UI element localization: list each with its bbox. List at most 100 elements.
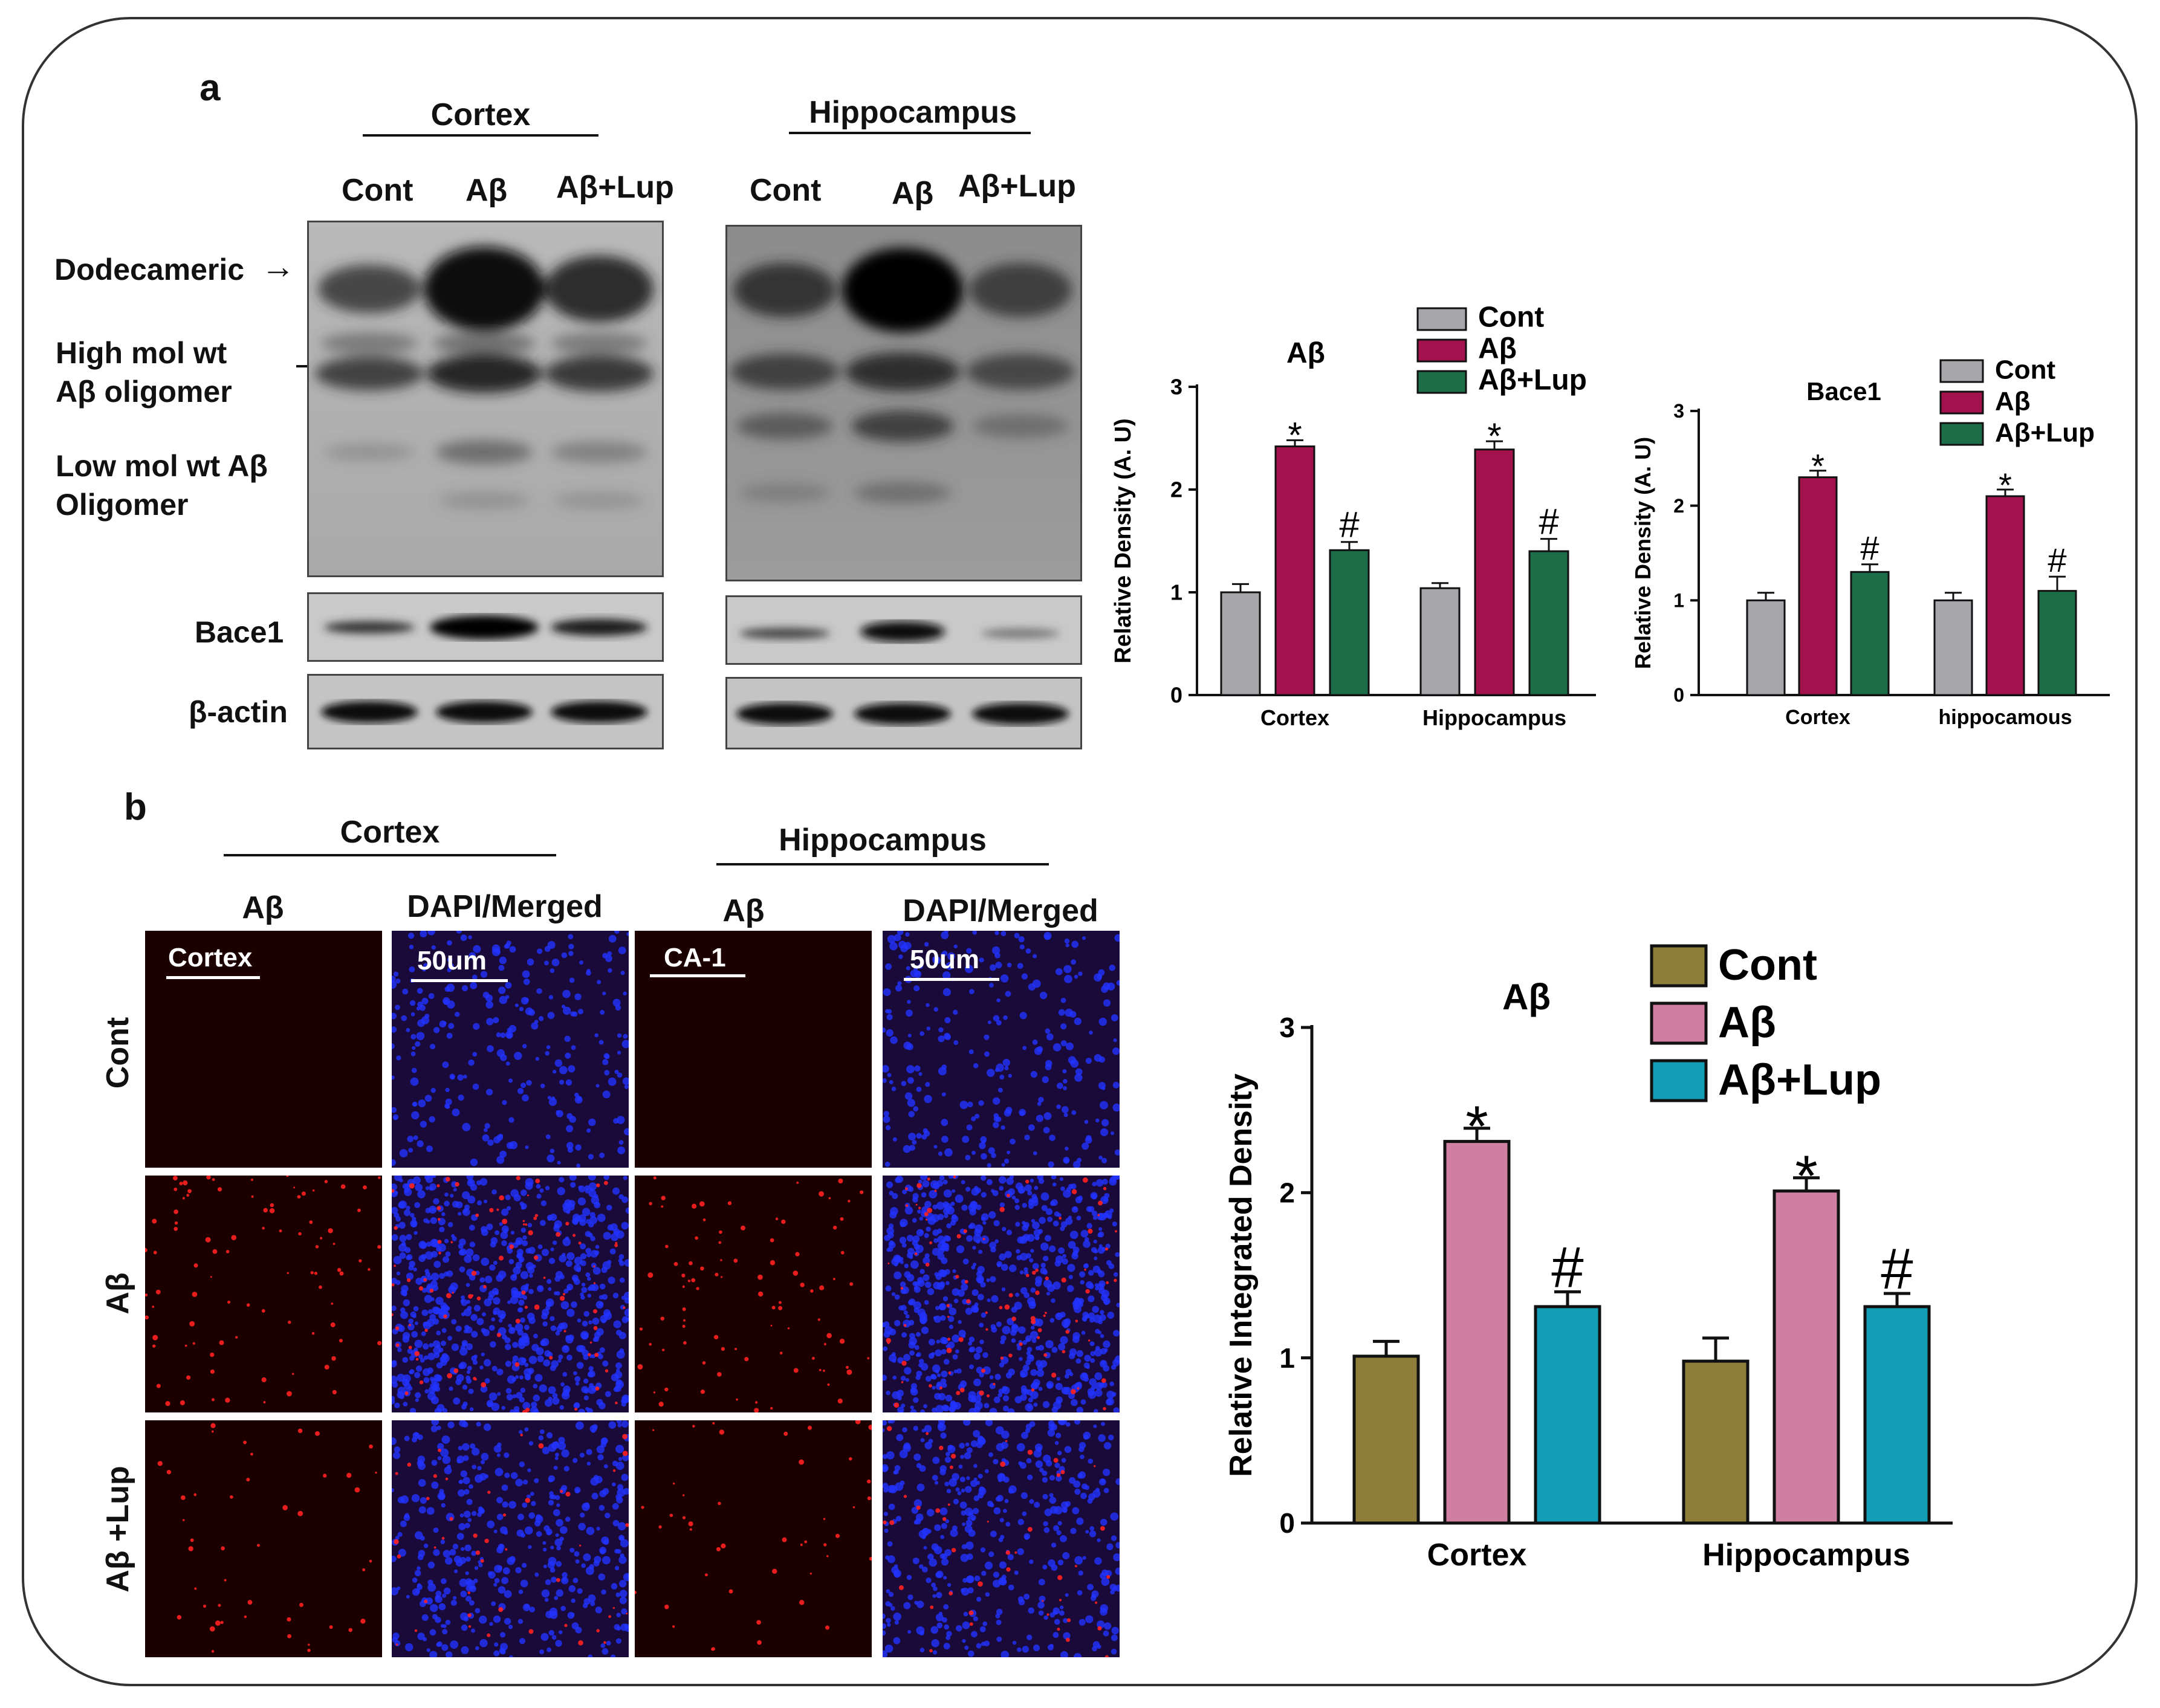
panel-a-letter: a <box>199 67 221 109</box>
cortex-bace1-blot <box>307 592 664 662</box>
micrograph-r0-c2 <box>635 931 872 1168</box>
x-category-label: Cortex <box>1260 705 1329 730</box>
micrograph-r1-c0 <box>145 1176 382 1412</box>
significance-mark: # <box>1339 505 1360 545</box>
significance-mark: # <box>1551 1235 1583 1299</box>
legend-swatch-2 <box>1416 370 1467 394</box>
significance-mark: # <box>1881 1237 1913 1301</box>
band-label-low-mol-wt: Low mol wt Aβ <box>56 449 268 483</box>
scale-label-cortex: Cortex <box>168 943 253 972</box>
scale-label-50um-1: 50um <box>417 946 487 975</box>
bar-0-1 <box>1798 476 1838 696</box>
cortex-actin-blot <box>307 674 664 749</box>
col-label-dapi-cortex: DAPI/Merged <box>407 889 603 924</box>
hippocampus-actin-blot <box>725 677 1082 749</box>
y-axis-label: Relative Density (A. U) <box>1111 418 1136 663</box>
legend-swatch-2 <box>1939 422 1984 446</box>
cortex-oligomer-blot <box>307 221 664 577</box>
micrograph-r0-c1 <box>392 931 629 1168</box>
legend-label-2: Aβ+Lup <box>1478 364 1587 396</box>
bar-0-1 <box>1443 1140 1511 1525</box>
micrograph-r1-c3 <box>883 1176 1120 1412</box>
bar-0-0 <box>1352 1354 1420 1525</box>
chart-abeta-integrated-density: Aβ Relative Integrated Density 0 1 2 3 * # Corte… <box>1224 941 1953 1573</box>
panel-a-hippocampus-header: Hippocampus <box>809 95 1017 130</box>
bar-1-0 <box>1682 1359 1750 1525</box>
y-tick-label: 3 <box>1673 400 1684 422</box>
col-label-abeta-cortex: Aβ <box>242 890 284 925</box>
bar-1-1 <box>1474 448 1515 696</box>
lane-label-abeta-hippo: Aβ <box>892 176 934 211</box>
bar-1-1 <box>1985 495 2025 696</box>
y-tick-label: 2 <box>1673 495 1684 517</box>
panel-b-cortex-rule <box>224 854 556 856</box>
scale-bar-50um-1 <box>411 979 508 982</box>
band-label-abeta-oligomer: Aβ oligomer <box>56 375 232 409</box>
panel-a-hippocampus-rule <box>789 132 1031 134</box>
y-tick-label: 3 <box>1170 375 1182 400</box>
band-label-oligomer: Oligomer <box>56 488 189 522</box>
chart-title: Bace1 <box>1806 377 1881 406</box>
legend-label-0: Cont <box>1718 941 1817 989</box>
x-category-label: Cortex <box>1427 1538 1527 1573</box>
scale-bar-ca1 <box>650 974 745 977</box>
significance-mark: * <box>1811 447 1824 485</box>
significance-mark: * <box>1999 466 2012 504</box>
legend-swatch-1 <box>1939 390 1984 415</box>
significance-mark: * <box>1288 415 1302 455</box>
micrograph-r2-c2 <box>635 1420 872 1657</box>
bar-0-0 <box>1746 599 1786 696</box>
chart-title: Aβ <box>1502 977 1551 1017</box>
bar-0-2 <box>1850 571 1890 696</box>
chart-bace1-density: Bace1 Relative Density (A. U) 0 1 2 3 * # Cortex… <box>1630 355 2110 729</box>
significance-mark: # <box>1860 529 1879 567</box>
x-category-label: Cortex <box>1785 706 1850 729</box>
bar-0-2 <box>1329 549 1370 696</box>
legend-label-0: Cont <box>1995 355 2056 385</box>
bar-1-1 <box>1772 1189 1840 1525</box>
micrograph-r0-c0 <box>145 931 382 1168</box>
panel-b-cortex-header: Cortex <box>340 815 440 850</box>
legend-swatch-1 <box>1416 338 1467 363</box>
legend-swatch-1 <box>1650 1001 1708 1045</box>
panel-b-hippocampus-header: Hippocampus <box>779 823 987 858</box>
significance-mark: * <box>1465 1095 1488 1159</box>
row-label-cont: Cont <box>100 1017 135 1089</box>
x-category-label: Hippocampus <box>1702 1538 1910 1573</box>
y-axis-label: Relative Integrated Density <box>1224 1073 1259 1477</box>
col-label-dapi-hippo: DAPI/Merged <box>903 893 1098 928</box>
hippocampus-bace1-blot <box>725 595 1082 665</box>
legend-swatch-0 <box>1939 359 1984 383</box>
y-tick-label: 1 <box>1279 1342 1295 1374</box>
y-tick-label: 2 <box>1279 1177 1295 1208</box>
legend-label-2: Aβ+Lup <box>1718 1056 1881 1104</box>
x-category-label: Hippocampus <box>1422 705 1566 730</box>
bar-1-0 <box>1933 599 1973 696</box>
bar-1-2 <box>1528 550 1569 696</box>
panel-a-cortex-header: Cortex <box>430 97 531 132</box>
legend-label-2: Aβ+Lup <box>1995 418 2095 448</box>
lane-label-cont: Cont <box>342 173 414 208</box>
chart-title: Aβ <box>1286 337 1325 369</box>
bar-1-2 <box>2037 590 2077 696</box>
legend-swatch-2 <box>1650 1059 1708 1102</box>
legend-label-1: Aβ <box>1995 387 2031 416</box>
bar-0-1 <box>1274 445 1315 696</box>
bar-0-0 <box>1220 591 1261 696</box>
row-label-abeta: Aβ <box>100 1272 135 1315</box>
panel-b-letter: b <box>124 786 147 828</box>
legend-swatch-0 <box>1650 944 1708 988</box>
bar-1-0 <box>1419 587 1461 696</box>
y-tick-label: 0 <box>1673 684 1684 706</box>
figure-frame <box>22 17 2138 1686</box>
scale-label-ca1: CA-1 <box>664 943 726 972</box>
lane-label-abeta: Aβ <box>465 173 508 208</box>
col-label-abeta-hippo: Aβ <box>722 893 765 928</box>
micrograph-r0-c3 <box>883 931 1120 1168</box>
legend-label-1: Aβ <box>1718 998 1776 1047</box>
band-label-high-mol-wt: High mol wt <box>56 336 227 370</box>
significance-mark: # <box>1539 502 1559 542</box>
row-label-abeta-lup: Aβ +Lup <box>100 1466 135 1593</box>
bar-1-2 <box>1863 1305 1931 1525</box>
micrograph-r1-c1 <box>392 1176 629 1412</box>
